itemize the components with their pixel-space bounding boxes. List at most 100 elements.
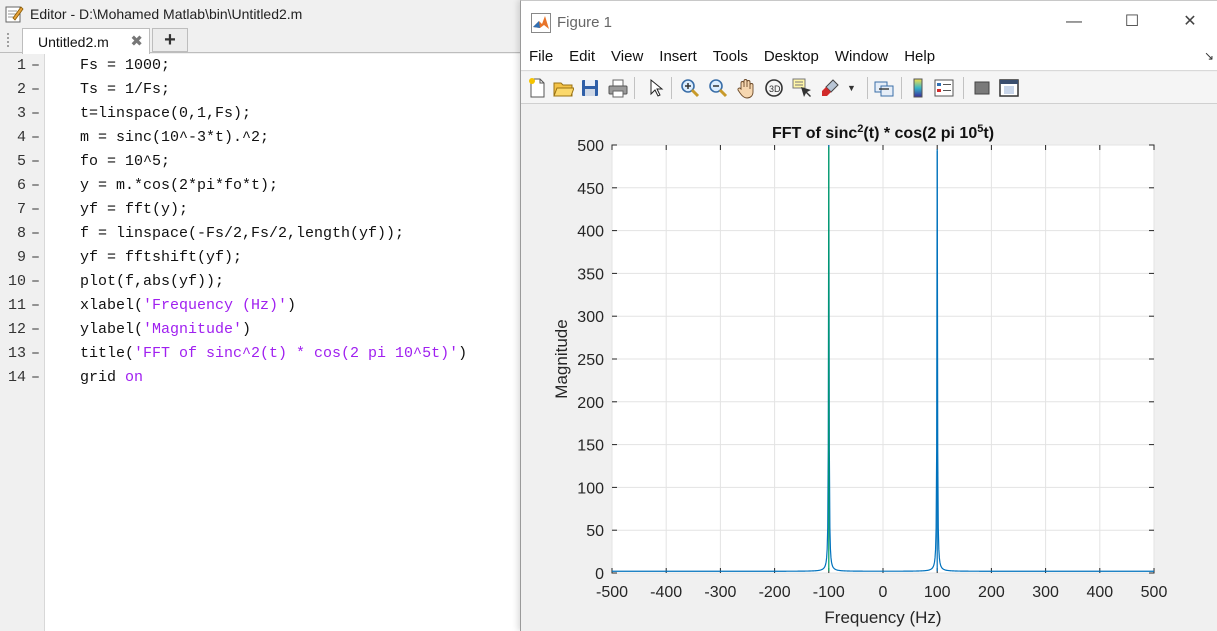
zoom-out-icon[interactable]: [707, 77, 729, 99]
code-text: yf = fft(y);: [80, 198, 188, 222]
code-token: fo = 10^5;: [80, 153, 171, 170]
save-icon[interactable]: [579, 77, 601, 99]
line-number: 12: [7, 321, 26, 338]
print-icon[interactable]: [607, 77, 629, 99]
code-line[interactable]: 1– Fs = 1000;: [0, 54, 560, 78]
code-line[interactable]: 12– ylabel('Magnitude'): [0, 318, 560, 342]
code-text: t=linspace(0,1,Fs);: [80, 102, 251, 126]
y-tick-label: 200: [577, 395, 604, 412]
menu-desktop[interactable]: Desktop: [763, 48, 819, 65]
close-tab-icon[interactable]: ✖: [130, 33, 143, 50]
code-token: xlabel(: [80, 297, 144, 314]
breakpoint-marker[interactable]: –: [31, 177, 41, 194]
axis-ticks: -500 -400 -300 -200 -100 0 100 200 300 400 500 0 50 1…: [577, 138, 1167, 601]
code-line[interactable]: 9– yf = fftshift(yf);: [0, 246, 560, 270]
y-tick-label: 300: [577, 309, 604, 326]
zoom-in-icon[interactable]: [679, 77, 701, 99]
code-line[interactable]: 14– grid on: [0, 366, 560, 390]
code-line[interactable]: 4– m = sinc(10^-3*t).^2;: [0, 126, 560, 150]
code-line[interactable]: 3– t=linspace(0,1,Fs);: [0, 102, 560, 126]
code-token: ylabel(: [80, 321, 144, 338]
string-literal: 'FFT of sinc^2(t) * cos(2 pi 10^5t)': [134, 345, 459, 362]
breakpoint-marker[interactable]: –: [31, 225, 41, 242]
line-number: 9: [16, 249, 26, 266]
breakpoint-marker[interactable]: –: [31, 153, 41, 170]
code-line[interactable]: 8– f = linspace(-Fs/2,Fs/2,length(yf));: [0, 222, 560, 246]
series-layer: [612, 144, 1154, 572]
code-line[interactable]: 7– yf = fft(y);: [0, 198, 560, 222]
breakpoint-marker[interactable]: –: [31, 345, 41, 362]
code-line[interactable]: 2– Ts = 1/Fs;: [0, 78, 560, 102]
breakpoint-marker[interactable]: –: [31, 81, 41, 98]
menu-file[interactable]: File: [529, 48, 554, 65]
line-number: 13: [7, 345, 26, 362]
x-tick-label: -400: [650, 584, 682, 601]
dock-arrow-icon[interactable]: ↘: [1203, 49, 1214, 63]
hide-plot-tools-icon[interactable]: [971, 77, 993, 99]
code-line[interactable]: 5– fo = 10^5;: [0, 150, 560, 174]
breakpoint-marker[interactable]: –: [31, 369, 41, 386]
show-plot-tools-icon[interactable]: [998, 77, 1020, 99]
breakpoint-marker[interactable]: –: [31, 297, 41, 314]
figure-window: Figure 1 — ☐ ✕ File Edit View Insert Too…: [520, 0, 1217, 631]
breakpoint-marker[interactable]: –: [31, 201, 41, 218]
editor-tabstrip: Untitled2.m ✖ +: [0, 28, 560, 54]
edit-plot-arrow-icon[interactable]: [644, 77, 666, 99]
breakpoint-marker[interactable]: –: [31, 321, 41, 338]
x-tick-label: -100: [813, 584, 845, 601]
breakpoint-marker[interactable]: –: [31, 57, 41, 74]
tabstrip-grip-icon[interactable]: [6, 32, 10, 48]
line-number: 14: [7, 369, 26, 386]
menu-view[interactable]: View: [611, 48, 644, 65]
menu-insert[interactable]: Insert: [659, 48, 697, 65]
fft-plot[interactable]: -500 -400 -300 -200 -100 0 100 200 300 400 500 0 50 1…: [521, 105, 1217, 631]
rotate-3d-icon[interactable]: 3D: [763, 77, 785, 99]
code-text: xlabel('Frequency (Hz)'): [80, 294, 296, 318]
brush-dropdown-chevron-down-icon[interactable]: ▼: [847, 83, 856, 93]
figure-canvas[interactable]: -500 -400 -300 -200 -100 0 100 200 300 400 500 0 50 1…: [521, 105, 1217, 631]
line-number: 3: [16, 105, 26, 122]
code-token: t=linspace(0,1,Fs);: [80, 105, 252, 122]
code-line[interactable]: 10– plot(f,abs(yf));: [0, 270, 560, 294]
code-line[interactable]: 6– y = m.*cos(2*pi*fo*t);: [0, 174, 560, 198]
code-line[interactable]: 13– title('FFT of sinc^2(t) * cos(2 pi 10…: [0, 342, 560, 366]
toolbar-separator: [901, 77, 902, 99]
code-area[interactable]: 1– Fs = 1000; 2– Ts = 1/Fs; 3– t=linspace(0,1…: [0, 54, 560, 631]
x-tick-label: 200: [978, 584, 1005, 601]
pan-hand-icon[interactable]: [735, 77, 757, 99]
menu-tools[interactable]: Tools: [712, 48, 748, 65]
brush-icon[interactable]: [819, 77, 841, 99]
breakpoint-marker[interactable]: –: [31, 105, 41, 122]
breakpoint-marker[interactable]: –: [31, 129, 41, 146]
line-number: 2: [16, 81, 26, 98]
tab-untitled2[interactable]: Untitled2.m ✖: [22, 28, 150, 54]
breakpoint-marker[interactable]: –: [31, 273, 41, 290]
y-tick-label: 50: [586, 523, 604, 540]
code-line[interactable]: 11– xlabel('Frequency (Hz)'): [0, 294, 560, 318]
close-button[interactable]: ✕: [1183, 13, 1197, 30]
menu-edit[interactable]: Edit: [569, 48, 596, 65]
new-figure-icon[interactable]: [526, 77, 548, 99]
y-tick-label: 500: [577, 138, 604, 155]
series-line: [612, 144, 1154, 572]
x-tick-label: 300: [1032, 584, 1059, 601]
menu-window[interactable]: Window: [834, 48, 889, 65]
new-tab-button[interactable]: +: [152, 28, 188, 52]
breakpoint-marker[interactable]: –: [31, 249, 41, 266]
legend-icon[interactable]: [933, 77, 955, 99]
tab-label: Untitled2.m: [38, 33, 109, 50]
code-token: yf = fftshift(yf);: [80, 249, 243, 266]
menu-help[interactable]: Help: [904, 48, 936, 65]
code-token: yf = fft(y);: [80, 201, 189, 218]
maximize-button[interactable]: ☐: [1124, 13, 1140, 30]
code-text: Fs = 1000;: [80, 54, 170, 78]
line-number: 4: [16, 129, 26, 146]
x-tick-label: -500: [596, 584, 628, 601]
open-file-icon[interactable]: [552, 77, 574, 99]
minimize-button[interactable]: —: [1066, 13, 1082, 30]
data-cursor-icon[interactable]: [791, 77, 813, 99]
colorbar-icon[interactable]: [907, 77, 929, 99]
line-number: 11: [7, 297, 26, 314]
link-plot-icon[interactable]: [873, 77, 895, 99]
toolbar-separator: [867, 77, 868, 99]
